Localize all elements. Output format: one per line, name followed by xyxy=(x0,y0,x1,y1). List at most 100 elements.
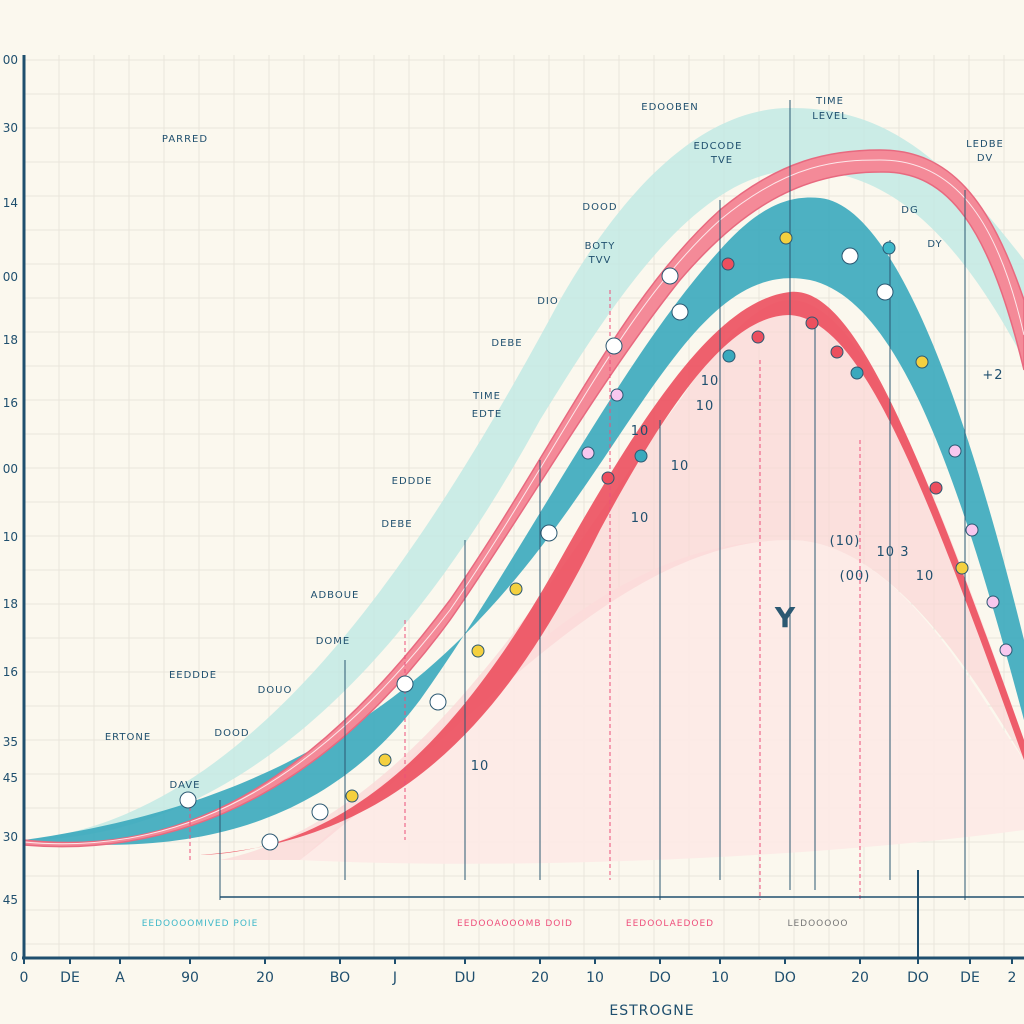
annotation: BOTY xyxy=(585,241,616,252)
data-point-marker xyxy=(751,330,765,344)
data-point-marker xyxy=(179,791,197,809)
annotation: EDTE xyxy=(472,409,502,420)
annotation: DEBE xyxy=(491,338,522,349)
annotation: DOME xyxy=(316,636,351,647)
data-point-marker xyxy=(671,303,689,321)
annotation: LEDBE xyxy=(966,139,1004,150)
x-tick-label: 10 xyxy=(586,970,604,986)
annotation: EDDDE xyxy=(392,476,433,487)
data-point-marker xyxy=(850,366,864,380)
y-tick-label: 00 xyxy=(3,53,18,67)
data-point-marker xyxy=(929,481,943,495)
annotation: EDCODE xyxy=(694,141,743,152)
x-tick-label: 2 xyxy=(1008,970,1017,986)
data-point-marker xyxy=(779,231,793,245)
data-point-marker xyxy=(396,675,414,693)
y-tick-label: 18 xyxy=(3,333,18,347)
x-tick-label: 10 xyxy=(711,970,729,986)
annotation: (00) xyxy=(840,569,871,584)
annotation: 10 xyxy=(671,459,690,474)
pink-band-highlight xyxy=(23,159,1024,845)
annotation: ADBOUE xyxy=(311,590,360,601)
annotation: TVE xyxy=(710,155,733,166)
data-point-marker xyxy=(830,345,844,359)
annotation: 10 xyxy=(696,399,715,414)
x-axis-title: ESTROGNE xyxy=(609,1003,694,1019)
y-tick-label: 30 xyxy=(3,830,18,844)
data-point-marker xyxy=(610,388,624,402)
annotation: TIME xyxy=(815,96,844,107)
data-point-marker xyxy=(429,693,447,711)
x-tick-label: DO xyxy=(774,970,796,986)
y-tick-label: 16 xyxy=(3,396,18,410)
x-tick-label: DO xyxy=(907,970,929,986)
data-point-marker xyxy=(634,449,648,463)
annotation: PARRED xyxy=(162,134,208,145)
data-point-marker xyxy=(915,355,929,369)
data-point-marker xyxy=(311,803,329,821)
center-label: Y xyxy=(774,601,796,634)
soft-area-inner xyxy=(300,540,1024,864)
data-point-marker xyxy=(721,257,735,271)
annotation: (10) xyxy=(830,534,861,549)
band-label: EEDOOAOOOMB DOID xyxy=(457,919,573,929)
y-tick-label: 00 xyxy=(3,462,18,476)
data-point-marker xyxy=(882,241,896,255)
data-point-marker xyxy=(965,523,979,537)
data-point-marker xyxy=(722,349,736,363)
annotation: 10 xyxy=(471,759,490,774)
annotation: EEDDDE xyxy=(169,670,217,681)
data-point-marker xyxy=(471,644,485,658)
annotation: DOUO xyxy=(258,685,293,696)
data-point-marker xyxy=(805,316,819,330)
data-point-marker xyxy=(601,471,615,485)
data-point-marker xyxy=(841,247,859,265)
y-tick-label: 45 xyxy=(3,771,18,785)
band-label: EEDOOOOMIVED POIE xyxy=(142,919,259,929)
annotation: ERTONE xyxy=(105,732,151,743)
x-tick-label: BO xyxy=(330,970,350,986)
x-tick-label: J xyxy=(392,970,397,986)
annotation: +2 xyxy=(982,368,1003,383)
x-tick-label: 20 xyxy=(531,970,549,986)
data-point-marker xyxy=(605,337,623,355)
annotation: DEBE xyxy=(381,519,412,530)
annotation: TVV xyxy=(588,255,612,266)
soft-area xyxy=(220,300,1024,860)
y-tick-label: 30 xyxy=(3,121,18,135)
y-tick-label: 16 xyxy=(3,665,18,679)
data-point-marker xyxy=(509,582,523,596)
data-point-marker xyxy=(540,524,558,542)
data-point-marker xyxy=(378,753,392,767)
x-tick-label: A xyxy=(115,970,125,986)
annotation: TIME xyxy=(472,391,501,402)
x-tick-label: 20 xyxy=(851,970,869,986)
y-tick-label: 18 xyxy=(3,597,18,611)
x-tick-label: 90 xyxy=(181,970,199,986)
annotation: DY xyxy=(927,239,942,250)
annotation: 10 xyxy=(631,511,650,526)
y-tick-label: 10 xyxy=(3,530,18,544)
annotation: DV xyxy=(977,153,993,164)
x-tick-label: 20 xyxy=(256,970,274,986)
x-tick-label: DE xyxy=(960,970,980,986)
data-point-marker xyxy=(986,595,1000,609)
data-point-marker xyxy=(661,267,679,285)
band-label: LEDOOOOO xyxy=(787,919,848,929)
band-label: EEDOOLAEDOED xyxy=(626,919,714,929)
data-point-marker xyxy=(261,833,279,851)
y-tick-label: 14 xyxy=(3,196,18,210)
y-tick-label: 0 xyxy=(10,950,18,964)
data-point-marker xyxy=(876,283,894,301)
y-tick-label: 45 xyxy=(3,893,18,907)
data-point-marker xyxy=(999,643,1013,657)
annotation: EDOOBEN xyxy=(641,102,698,113)
y-tick-label: 35 xyxy=(3,735,18,749)
annotation: 10 xyxy=(701,374,720,389)
data-point-marker xyxy=(345,789,359,803)
x-tick-label: DU xyxy=(454,970,475,986)
annotation: DOOD xyxy=(214,728,249,739)
x-tick-label: 0 xyxy=(20,970,29,986)
y-tick-label: 00 xyxy=(3,270,18,284)
